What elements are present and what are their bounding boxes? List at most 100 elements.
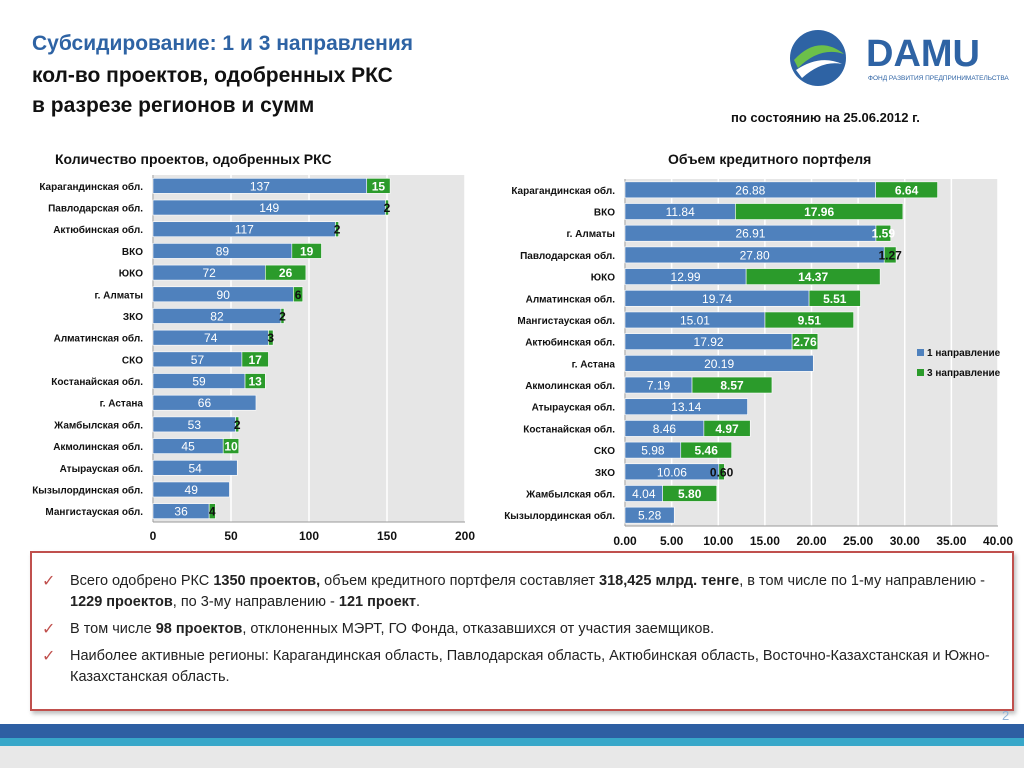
- chart0-bar-series2: [235, 416, 240, 433]
- chart1-data-label: 8.46: [653, 422, 677, 436]
- slide-subtitle-line2: в разрезе регионов и сумм: [32, 94, 315, 117]
- left-chart-title: Количество проектов, одобренных РКС: [55, 151, 332, 167]
- chart1-bar-series2: [808, 289, 861, 307]
- chart1-x-tick-label: 10.00: [703, 534, 733, 548]
- right-chart-title: Объем кредитного портфеля: [668, 151, 872, 167]
- chart0-data-label: 149: [259, 201, 279, 215]
- slide-subtitle-line1: кол-во проектов, одобренных РКС: [32, 64, 393, 87]
- chart1-data-label: 6.64: [895, 183, 919, 197]
- chart1-data-label: 5.46: [695, 444, 719, 458]
- checkmark-icon: ✓: [42, 621, 56, 638]
- chart1-data-label: 19.74: [702, 292, 732, 306]
- chart0-bar-series2: [268, 329, 274, 346]
- summary-text: , отклоненных МЭРТ, ГО Фонда, отказавших…: [242, 621, 715, 637]
- chart1-data-label: 10.06: [657, 465, 687, 479]
- chart0-bar-series2: [265, 264, 307, 281]
- chart1-bar-series2: [735, 203, 904, 220]
- chart0-data-label: 2: [234, 418, 241, 432]
- summary-text: объем кредитного портфеля составляет: [320, 573, 600, 589]
- chart0-data-label: 137: [250, 179, 270, 193]
- summary-text: Наиболее активные регионы: Карагандинска…: [70, 648, 990, 685]
- chart0-category-label: Кызылординская обл.: [32, 484, 143, 496]
- chart0-data-label: 36: [174, 505, 188, 519]
- summary-text: 98 проектов: [155, 621, 243, 637]
- chart1-category-label: Павлодарская обл.: [520, 250, 615, 262]
- chart1-data-label: 13.14: [671, 400, 701, 414]
- chart0-x-tick-label: 50: [224, 529, 238, 543]
- chart0-category-label: Алматинская обл.: [54, 333, 144, 345]
- chart1-data-label: 27.80: [740, 248, 770, 262]
- chart0-data-label: 6: [295, 288, 302, 302]
- chart0-bar-series2: [366, 178, 391, 194]
- legend-label-series2: 3 направление: [927, 368, 1001, 379]
- chart1-bar-series2: [691, 376, 773, 394]
- chart0-category-label: г. Алматы: [94, 290, 143, 301]
- chart1-category-label: ЗКО: [595, 468, 615, 479]
- summary-text: 1350 проектов,: [213, 573, 321, 589]
- chart0-x-tick-label: 100: [299, 529, 319, 543]
- chart1-category-label: СКО: [594, 446, 615, 457]
- chart1-x-tick-label: 35.00: [936, 534, 966, 548]
- chart1-data-label: 1.59: [872, 227, 896, 241]
- chart1-bar-series2: [875, 181, 938, 199]
- chart1-data-label: 1.27: [878, 248, 902, 262]
- chart1-category-label: Актюбинская обл.: [525, 337, 615, 349]
- chart0-bar-series2: [208, 503, 216, 519]
- summary-text: , по 3-му направлению -: [172, 594, 339, 610]
- chart1-bar-series2: [703, 420, 751, 437]
- chart1-x-tick-label: 15.00: [750, 534, 780, 548]
- summary-item: ✓ Всего одобрено РКС 1350 проектов, объем…: [42, 571, 996, 613]
- chart1-x-tick-label: 30.00: [890, 534, 920, 548]
- chart1-data-label: 4.04: [632, 487, 656, 501]
- chart0-data-label: 3: [267, 331, 274, 345]
- logo-wordmark: DAMU: [866, 33, 980, 75]
- chart0-data-label: 72: [202, 266, 216, 280]
- chart0-data-label: 117: [235, 223, 254, 237]
- chart1-category-label: Карагандинская обл.: [511, 185, 615, 197]
- chart1-category-label: Атырауская обл.: [532, 402, 616, 414]
- chart0-data-label: 53: [188, 418, 202, 432]
- chart0-category-label: Акмолинская обл.: [53, 441, 143, 453]
- footer-bar-dark: [0, 724, 1024, 738]
- chart1-category-label: ЮКО: [591, 273, 615, 284]
- chart1-bar-series2: [662, 485, 718, 502]
- chart0-data-label: 54: [188, 461, 202, 475]
- chart0-data-label: 13: [249, 375, 263, 389]
- chart0-category-label: ВКО: [122, 247, 143, 258]
- chart1-x-tick-label: 5.00: [660, 534, 684, 548]
- chart0-data-label: 66: [198, 396, 212, 410]
- chart0-data-label: 82: [210, 309, 224, 323]
- chart1-category-label: Кызылординская обл.: [504, 510, 615, 522]
- chart1-data-label: 26.88: [735, 183, 765, 197]
- chart0-category-label: Атырауская обл.: [60, 463, 144, 475]
- charts-canvas: 0 50 100 150 200 Карагандинская обл. 137 15 Павл…: [32, 175, 1013, 548]
- logo-subtext: ФОНД РАЗВИТИЯ ПРЕДПРИНИМАТЕЛЬСТВА: [868, 75, 1009, 82]
- chart1-x-tick-label: 25.00: [843, 534, 873, 548]
- chart0-category-label: Жамбылская обл.: [53, 419, 143, 431]
- chart1-bar-series2: [764, 311, 854, 329]
- summary-text: В том числе: [70, 621, 156, 637]
- chart1-data-label: 11.84: [666, 205, 695, 219]
- chart1-category-label: Акмолинская обл.: [525, 380, 615, 392]
- chart1-bar-series2: [680, 441, 732, 459]
- chart1-data-label: 14.37: [798, 270, 828, 284]
- chart0-category-label: г. Астана: [100, 399, 144, 410]
- chart1-category-label: г. Алматы: [566, 229, 615, 240]
- chart0-data-label: 4: [209, 505, 216, 519]
- chart1-x-tick-label: 20.00: [796, 534, 826, 548]
- chart0-category-label: ЮКО: [119, 269, 143, 280]
- chart1-data-label: 15.01: [680, 313, 710, 327]
- footer-bar-light: [0, 738, 1024, 746]
- chart0-bar-series2: [241, 351, 269, 368]
- chart0-category-label: ЗКО: [123, 312, 143, 323]
- chart1-x-tick-label: 40.00: [983, 534, 1013, 548]
- chart1-category-label: ВКО: [594, 208, 615, 219]
- chart1-bar-series2: [883, 246, 897, 264]
- chart0-data-label: 57: [191, 353, 205, 367]
- chart1-data-label: 5.80: [678, 487, 702, 501]
- chart0-category-label: Костанайская обл.: [51, 376, 143, 388]
- summary-box: ✓ Всего одобрено РКС 1350 проектов, объем…: [30, 551, 1014, 711]
- chart0-data-label: 2: [384, 201, 391, 215]
- chart0-data-label: 10: [224, 440, 238, 454]
- checkmark-icon: ✓: [42, 573, 56, 590]
